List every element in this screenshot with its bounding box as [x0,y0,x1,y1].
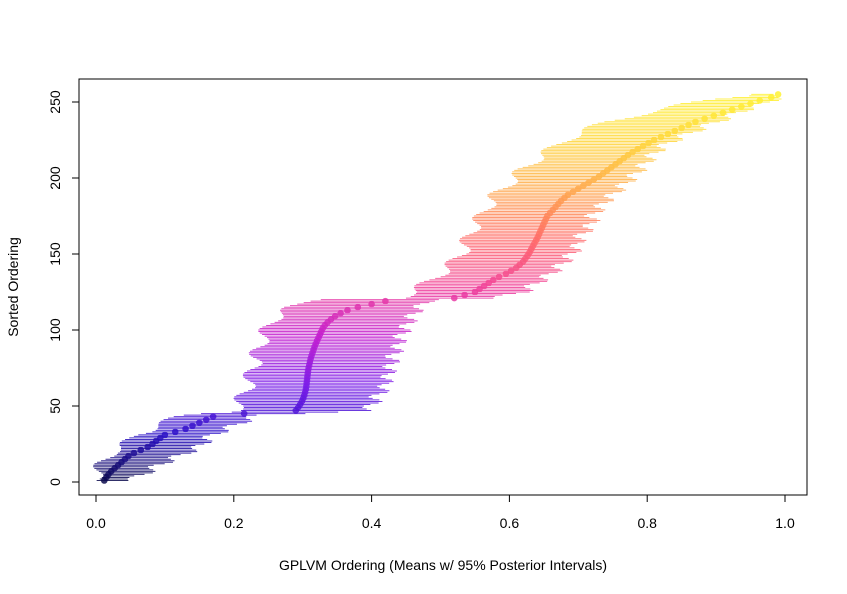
mean-point [685,121,692,129]
mean-point [629,148,636,156]
mean-point [650,136,658,144]
y-tick-label: 200 [47,166,63,190]
y-tick-label: 250 [47,90,63,114]
mean-point [450,294,458,302]
y-tick-label: 150 [47,242,63,266]
mean-point [196,419,203,427]
mean-point [337,309,344,317]
x-tick-label: 0.2 [224,515,244,531]
x-tick-label: 0.0 [86,515,106,531]
mean-point [575,185,582,192]
x-tick-label: 0.8 [637,515,657,531]
x-axis-label: GPLVM Ordering (Means w/ 95% Posterior I… [279,557,607,573]
mean-point [569,188,577,195]
y-axis: 0 50 100 150 200 250 [47,90,80,486]
mean-point [701,115,708,123]
mean-point [490,276,497,284]
mean-point [495,273,503,281]
mean-point [331,313,339,320]
mean-point [507,267,515,275]
mean-point [634,145,642,153]
mean-point [747,100,754,107]
mean-point [590,176,598,183]
data-points [100,91,782,484]
x-tick-label: 1.0 [775,515,795,531]
mean-point [580,182,587,189]
y-axis-label: Sorted Ordering [5,237,21,337]
mean-point [202,416,210,423]
mean-point [368,300,375,308]
mean-point [645,139,652,147]
mean-point [502,270,510,278]
mean-point [624,151,632,159]
mean-point [182,425,189,433]
x-tick-label: 0.4 [362,515,382,531]
mean-point [240,410,248,417]
mean-point [354,303,362,311]
mean-point [639,142,647,150]
mean-point [125,452,132,460]
interval-bars [93,93,782,481]
mean-point [767,94,775,101]
mean-point [161,431,169,439]
mean-point [671,127,679,135]
mean-point [728,106,736,113]
mean-point [719,109,727,116]
x-tick-label: 0.6 [500,515,520,531]
mean-point [710,112,718,119]
mean-point [664,130,672,138]
y-tick-label: 100 [47,318,63,342]
mean-point [130,449,138,457]
mean-point [756,97,764,104]
mean-point [692,118,699,126]
y-tick-label: 0 [47,478,63,486]
x-axis: 0.0 0.2 0.4 0.6 0.8 1.0 [86,494,795,531]
mean-point [137,446,145,454]
mean-point [657,133,665,141]
mean-point [738,103,745,110]
mean-point [209,413,217,420]
mean-point [461,291,468,299]
y-tick-label: 50 [47,398,63,414]
mean-point [382,297,389,305]
mean-point [171,428,179,436]
mean-point [344,306,351,314]
mean-point [564,191,572,199]
mean-point [774,91,782,98]
mean-point [585,179,592,186]
mean-point [678,124,685,132]
mean-point [189,422,196,430]
mean-point [144,443,151,451]
